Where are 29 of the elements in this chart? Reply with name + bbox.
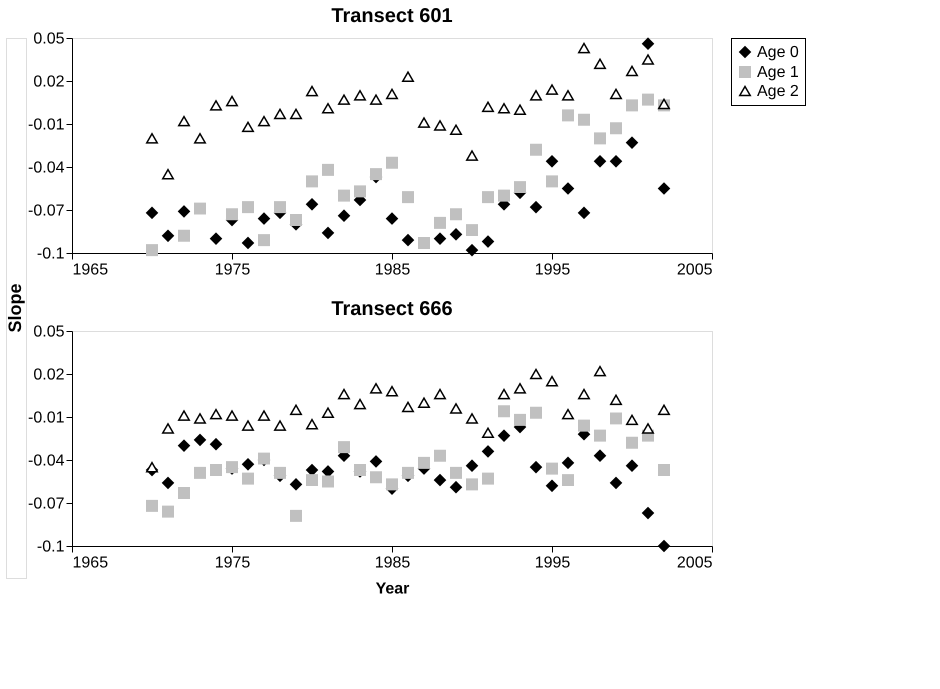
legend-label: Age 2: [757, 83, 799, 100]
x-tick-label: 1985: [374, 554, 410, 572]
x-tick-label: 1995: [534, 554, 570, 572]
y-tick-label: 0.05: [33, 30, 65, 48]
legend-label: Age 0: [757, 44, 799, 61]
y-tick-label: -0.07: [28, 202, 65, 220]
y-tick-label: -0.04: [28, 160, 65, 176]
y-tick-label: -0.01: [28, 116, 65, 134]
y-tick-label: -0.07: [28, 496, 65, 512]
chart-title: Transect 666: [331, 298, 453, 320]
y-tick-label: -0.04: [28, 452, 65, 470]
y-tick-label: -0.01: [28, 410, 65, 426]
y-axis-title: Slope: [5, 283, 25, 333]
x-tick-label: 1965: [72, 262, 108, 278]
y-tick-label: 0.02: [33, 366, 65, 384]
x-tick-label: 1975: [214, 262, 250, 278]
x-axis-title: Year: [376, 580, 410, 598]
y-tick-label: 0.02: [33, 74, 65, 90]
chart-title: Transect 601: [331, 5, 453, 27]
y-tick-label: -0.1: [36, 246, 65, 262]
x-tick-label: 1965: [72, 554, 108, 572]
y-tick-label: 0.05: [33, 324, 65, 340]
x-tick-label: 1985: [374, 262, 410, 278]
y-tick-label: -0.1: [36, 538, 65, 556]
x-tick-label: 2005: [676, 554, 713, 572]
x-tick-label: 1975: [214, 554, 250, 572]
legend-label: Age 1: [757, 64, 799, 81]
x-tick-label: 1995: [534, 262, 570, 278]
x-tick-label: 2005: [676, 262, 713, 278]
